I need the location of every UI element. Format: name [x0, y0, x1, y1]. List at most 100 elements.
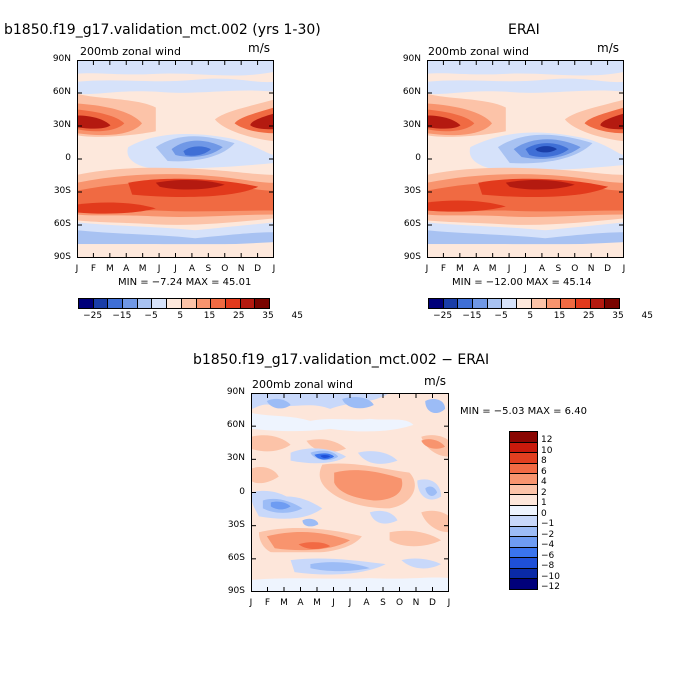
colorbar-label: −25: [433, 311, 453, 321]
lat-tick-label: 0: [65, 153, 71, 163]
colorbar-swatch: [590, 299, 606, 308]
colorbar-label: 10: [541, 445, 553, 456]
lat-tick-label: 60N: [52, 87, 71, 97]
month-tick-label: N: [237, 264, 245, 274]
lat-tick-label: 0: [415, 153, 421, 163]
colorbar-label: 8: [541, 456, 547, 467]
month-tick-label: O: [395, 598, 404, 608]
month-tick-label: N: [412, 598, 420, 608]
month-tick-label: M: [105, 264, 114, 274]
month-tick-label: M: [488, 264, 497, 274]
colorbar-swatch: [443, 299, 459, 308]
colorbar-swatch: [240, 299, 256, 308]
panel-title: b1850.f19_g17.validation_mct.002 − ERAI: [193, 352, 490, 368]
lat-tick-label: 60S: [403, 219, 421, 229]
colorbar-label: −25: [83, 311, 103, 321]
colorbar-label: 15: [203, 311, 216, 321]
lat-tick-label: 90N: [52, 54, 71, 64]
panel-units: m/s: [424, 374, 446, 388]
colorbar-swatch: [510, 547, 537, 559]
colorbar-swatch: [211, 299, 226, 308]
month-tick-label: A: [473, 264, 480, 274]
month-tick-label: O: [571, 264, 579, 274]
month-tick-label: J: [174, 264, 177, 274]
month-tick-label: S: [555, 264, 562, 274]
month-tick-label: D: [254, 264, 262, 274]
colorbar-swatch: [196, 299, 212, 308]
colorbar-label: −6: [541, 550, 555, 561]
wind-colorbar: [78, 298, 270, 309]
month-tick-label: F: [440, 264, 446, 274]
colorbar-label: 0: [541, 508, 547, 519]
colorbar-swatch: [108, 299, 124, 308]
colorbar-swatch: [510, 463, 537, 475]
colorbar-swatch: [137, 299, 153, 308]
colorbar-label: 5: [527, 311, 534, 321]
colorbar-label: −4: [541, 540, 555, 551]
colorbar-swatch: [458, 299, 474, 308]
colorbar-swatch: [510, 474, 537, 485]
month-tick-label: J: [332, 598, 335, 608]
lat-tick-label: 60S: [53, 219, 71, 229]
month-tick-label: D: [429, 598, 436, 608]
colorbar-swatch: [510, 526, 537, 538]
colorbar-swatch: [546, 299, 562, 308]
colorbar-label: −15: [462, 311, 482, 321]
month-tick-label: J: [348, 598, 352, 608]
month-tick-label: J: [622, 264, 626, 274]
colorbar-label: −15: [112, 311, 132, 321]
colorbar-label: 45: [291, 311, 303, 321]
colorbar-swatch: [510, 432, 537, 443]
colorbar-label: 5: [177, 311, 184, 321]
month-tick-label: J: [507, 264, 511, 274]
lat-tick-label: 90S: [53, 252, 71, 262]
colorbar-swatch: [510, 537, 537, 548]
colorbar-label: −5: [144, 311, 158, 321]
colorbar-swatch: [167, 299, 182, 308]
lat-tick-label: 30N: [52, 120, 71, 130]
colorbar-swatch: [510, 516, 537, 527]
panel-subtitle: 200mb zonal wind: [80, 45, 181, 58]
month-tick-label: S: [205, 264, 212, 274]
lat-tick-label: 30S: [403, 186, 421, 196]
colorbar-swatch: [473, 299, 488, 308]
model-wind-field: [77, 60, 274, 258]
lat-tick-label: 0: [239, 486, 245, 497]
colorbar-swatch: [502, 299, 518, 308]
lat-tick-label: 30S: [53, 186, 71, 196]
month-tick-label: J: [272, 264, 276, 274]
colorbar-swatch: [510, 579, 537, 589]
colorbar-label: 25: [233, 311, 245, 321]
month-tick-label: F: [264, 598, 271, 608]
model-plot-frame: [77, 60, 274, 258]
colorbar-swatch: [605, 299, 619, 308]
colorbar-swatch: [510, 495, 537, 506]
panel-units: m/s: [248, 41, 270, 55]
colorbar-label: 25: [583, 311, 595, 321]
lat-tick-label: 90N: [226, 387, 245, 397]
difference-plot-frame: [251, 393, 449, 592]
lat-tick-label: 30N: [402, 120, 421, 130]
colorbar-swatch: [79, 299, 94, 308]
colorbar-label: 12: [541, 435, 553, 446]
panel-units: m/s: [597, 41, 619, 55]
colorbar-swatch: [510, 558, 537, 569]
panel-title: ERAI: [508, 22, 540, 38]
month-tick-label: A: [363, 598, 370, 608]
lat-tick-label: 30N: [226, 453, 245, 464]
colorbar-label: 2: [541, 487, 547, 498]
colorbar-swatch: [123, 299, 138, 308]
colorbar-swatch: [487, 299, 503, 308]
month-tick-label: M: [313, 598, 321, 608]
colorbar-swatch: [152, 299, 168, 308]
colorbar-swatch: [575, 299, 591, 308]
colorbar-swatch: [181, 299, 197, 308]
month-tick-label: J: [75, 264, 79, 274]
month-tick-label: F: [90, 264, 96, 274]
month-tick-label: S: [380, 598, 386, 608]
month-tick-label: D: [604, 264, 612, 274]
month-tick-label: A: [297, 598, 304, 608]
month-tick-label: J: [447, 598, 451, 608]
colorbar-swatch: [517, 299, 532, 308]
difference-colorbar: [509, 431, 538, 590]
